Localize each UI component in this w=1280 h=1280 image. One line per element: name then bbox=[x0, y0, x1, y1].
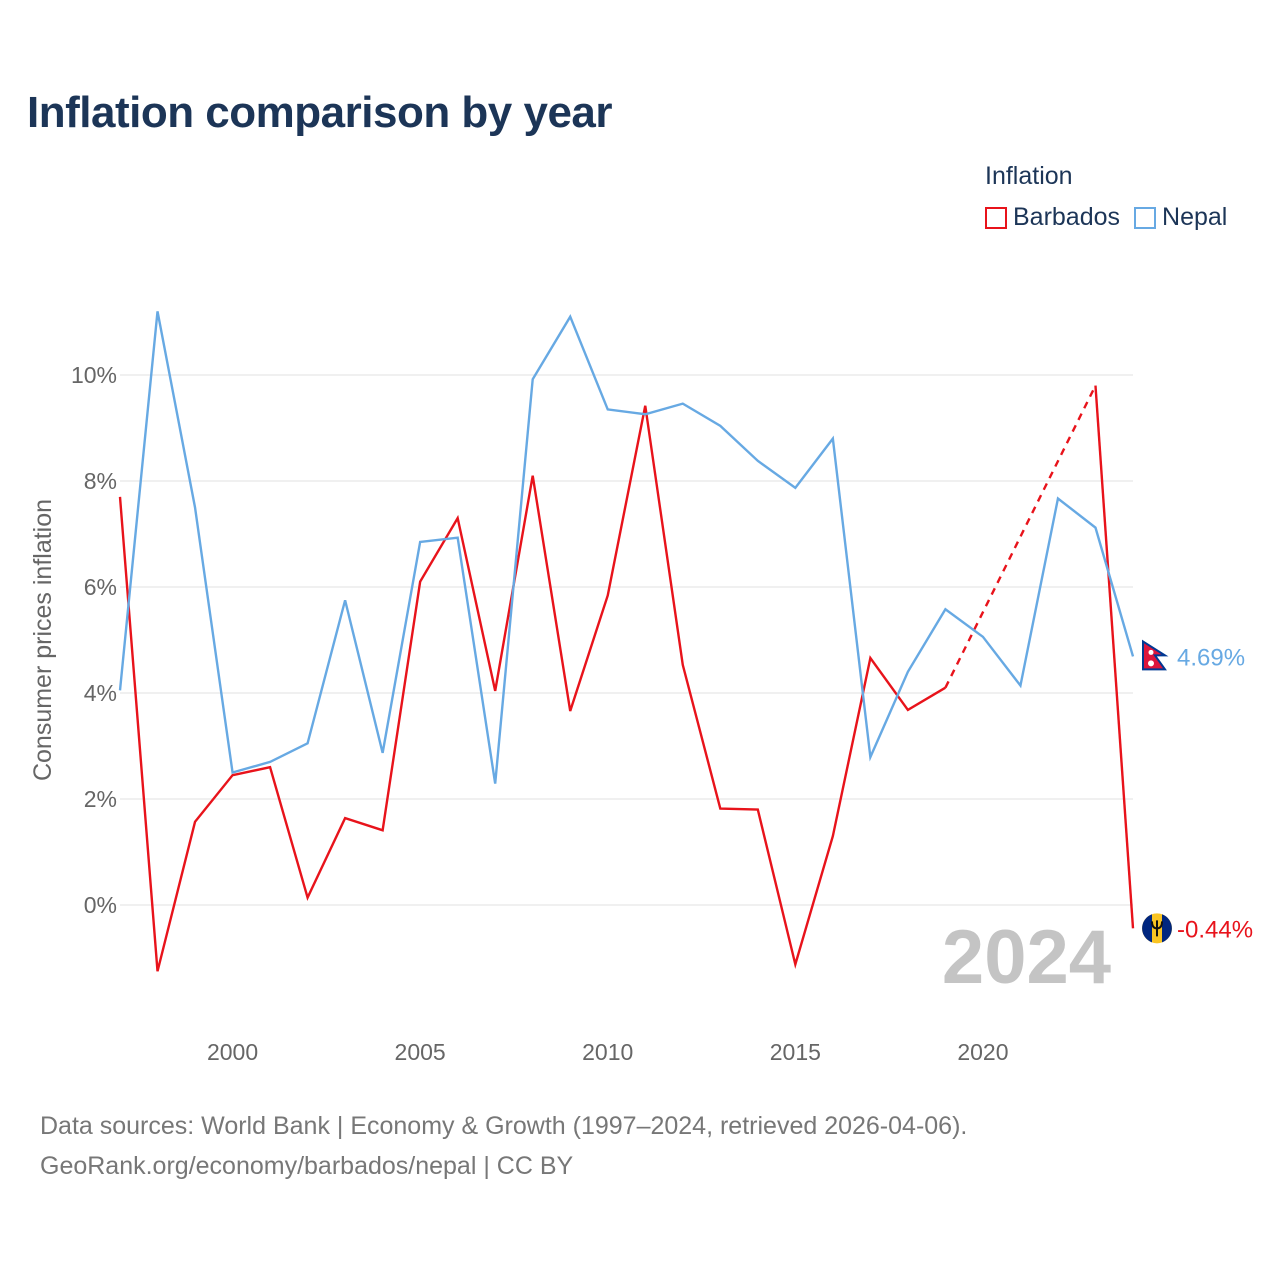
y-tick-label: 0% bbox=[84, 892, 117, 918]
x-tick-label: 2005 bbox=[395, 1039, 446, 1065]
source-line-1: Data sources: World Bank | Economy & Gro… bbox=[40, 1112, 968, 1140]
series-lines bbox=[118, 311, 1135, 972]
series-line-barbados bbox=[118, 405, 947, 972]
y-tick-label: 4% bbox=[84, 680, 117, 706]
flag-band-left bbox=[1142, 914, 1152, 943]
legend-item-nepal[interactable]: Nepal bbox=[1134, 203, 1227, 232]
y-axis-label: Consumer prices inflation bbox=[29, 499, 57, 781]
x-tick-label: 2020 bbox=[957, 1039, 1008, 1065]
x-tick-label: 2015 bbox=[770, 1039, 821, 1065]
x-tick-label: 2000 bbox=[207, 1039, 258, 1065]
legend-title: Inflation bbox=[985, 162, 1073, 190]
legend: Inflation Barbados Nepal bbox=[985, 162, 1227, 232]
y-tick-label: 6% bbox=[84, 574, 117, 600]
flag-band-right bbox=[1162, 914, 1172, 943]
source-note: Data sources: World Bank | Economy & Gro… bbox=[40, 1106, 967, 1186]
source-line-2[interactable]: GeoRank.org/economy/barbados/nepal | CC … bbox=[40, 1152, 574, 1180]
x-tick-label: 2010 bbox=[582, 1039, 633, 1065]
flag-trident bbox=[1151, 920, 1163, 937]
legend-label-nepal: Nepal bbox=[1162, 203, 1228, 231]
y-axis-ticks: 0% 2% 4% 6% 8% 10% bbox=[71, 362, 117, 918]
legend-item-barbados[interactable]: Barbados bbox=[985, 203, 1120, 232]
x-axis-ticks: 2000 2005 2010 2015 2020 bbox=[207, 1039, 1009, 1065]
grid-lines bbox=[120, 374, 1133, 906]
series-gap-barbados bbox=[944, 385, 1097, 689]
flag-sun bbox=[1148, 660, 1154, 667]
legend-swatch-barbados bbox=[985, 206, 1007, 229]
nepal-flag-icon bbox=[1142, 639, 1172, 672]
chart-title: Inflation comparison by year bbox=[27, 88, 613, 137]
end-markers: -0.44% 4.69% bbox=[1142, 639, 1253, 944]
year-watermark: 2024 bbox=[942, 915, 1111, 1000]
legend-label-barbados: Barbados bbox=[1013, 203, 1121, 231]
y-tick-label: 2% bbox=[84, 786, 117, 812]
line-chart: 0% 2% 4% 6% 8% 10% 2000 2005 2010 2015 2020 Consu… bbox=[29, 311, 1253, 1065]
y-tick-label: 10% bbox=[71, 362, 117, 388]
nepal-end-label: 4.69% bbox=[1177, 644, 1245, 671]
series-line-nepal bbox=[118, 311, 1135, 784]
legend-swatch-nepal bbox=[1134, 206, 1157, 229]
barbados-flag-icon bbox=[1142, 913, 1172, 944]
series-line-barbados bbox=[1094, 385, 1135, 929]
barbados-end-label: -0.44% bbox=[1177, 916, 1253, 943]
flag-moon bbox=[1148, 649, 1154, 655]
y-tick-label: 8% bbox=[84, 468, 117, 494]
